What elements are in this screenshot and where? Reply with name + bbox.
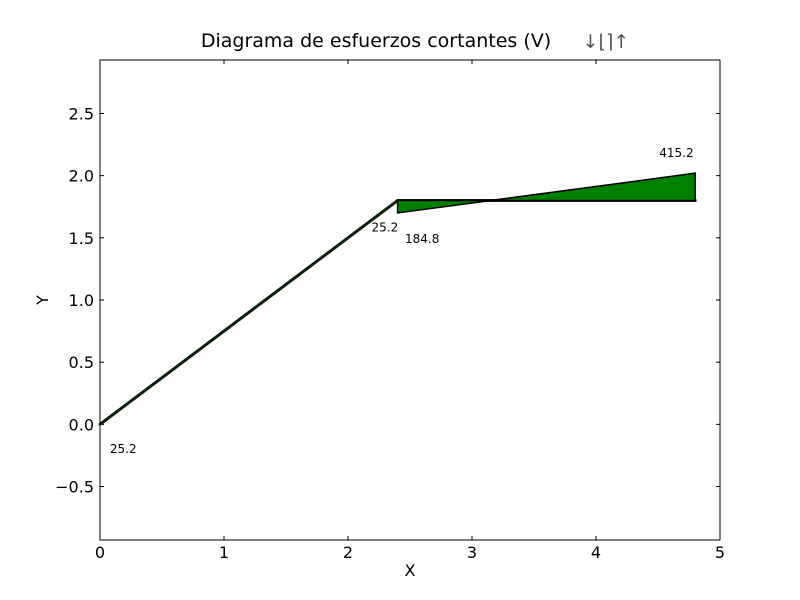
y-tick-label: −0.5 xyxy=(55,478,94,497)
axis-ticks: 0 1 2 3 4 5 −0.5 0.0 0.5 1.0 1.5 2.0 2.5 xyxy=(55,60,725,562)
member-line-inclined xyxy=(98,199,400,426)
y-tick-label: 2.0 xyxy=(69,167,94,186)
shear-force-area xyxy=(396,172,696,214)
y-tick-label: 2.5 xyxy=(69,104,94,123)
y-tick-label: 1.5 xyxy=(69,229,94,248)
data-layer xyxy=(98,172,697,426)
y-tick-label: 0.5 xyxy=(69,353,94,372)
y-axis-label: Y xyxy=(33,295,52,306)
value-annotation: 25.2 xyxy=(372,221,399,235)
value-annotation: 184.8 xyxy=(405,232,439,246)
x-tick-label: 3 xyxy=(467,543,477,562)
chart-title: Diagrama de esfuerzos cortantes (V) xyxy=(201,30,551,52)
x-tick-label: 2 xyxy=(343,543,353,562)
x-tick-label: 5 xyxy=(715,543,725,562)
title-symbols: ↓⌊⌉↑ xyxy=(583,31,630,53)
x-axis-label: X xyxy=(405,561,416,580)
y-tick-label: 1.0 xyxy=(69,291,94,310)
x-tick-label: 0 xyxy=(95,543,105,562)
y-tick-label: 0.0 xyxy=(69,415,94,434)
x-tick-label: 1 xyxy=(219,543,229,562)
value-annotation: 415.2 xyxy=(659,146,693,160)
plot-area xyxy=(99,59,721,541)
annotation-layer: 25.2 25.2 184.8 415.2 xyxy=(110,146,694,456)
x-tick-label: 4 xyxy=(591,543,601,562)
value-annotation: 25.2 xyxy=(110,442,137,456)
